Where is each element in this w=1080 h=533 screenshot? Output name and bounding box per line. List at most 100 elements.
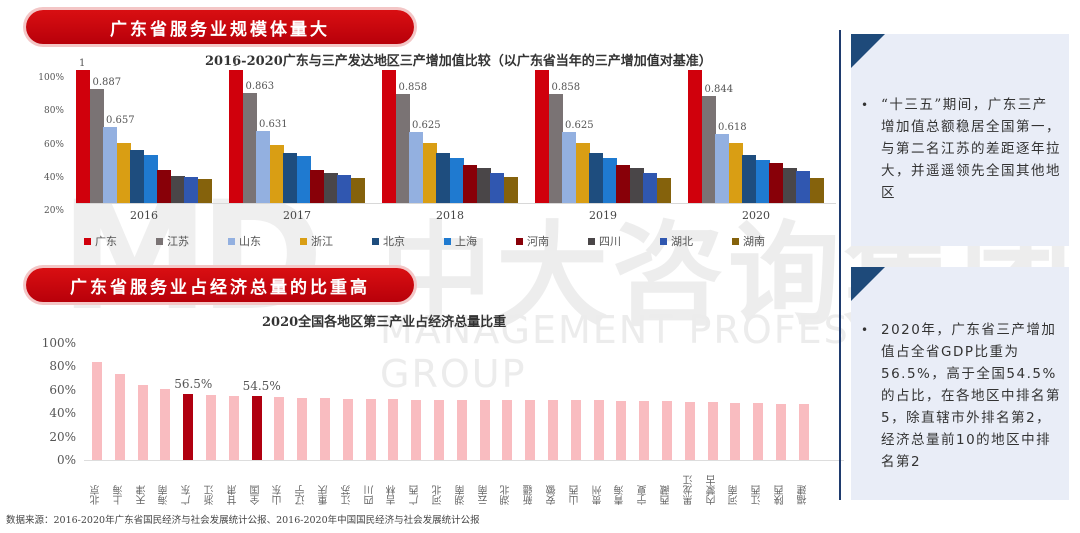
bottom-chart-title: 2020全国各地区第三产业占经济总量比重	[262, 315, 507, 330]
x-label-辽宁: 辽宁	[296, 485, 308, 505]
bar-value-label: 0.858	[398, 81, 428, 93]
bar-陕西	[776, 403, 786, 460]
bar-山东	[274, 397, 285, 460]
x-label-北京: 北京	[91, 485, 102, 505]
bar-江苏	[342, 398, 353, 460]
legend-swatch-icon	[660, 237, 667, 245]
bar-value-label: 1	[385, 58, 392, 69]
bar-value-label: 0.863	[245, 80, 275, 92]
bottom-x-axis-line	[84, 460, 844, 461]
legend-label: 山东	[239, 235, 261, 248]
x-label-吉林: 吉林	[387, 485, 399, 505]
x-label-重庆: 重庆	[319, 485, 330, 505]
x-label-河北: 河北	[433, 485, 444, 505]
top-bar-groups: 1 0.887 0.657 1 0.863 0.631 1 0.858 0.625 1 0.858 0…	[76, 58, 836, 203]
bar-湖南	[656, 178, 671, 203]
bar-江苏	[89, 88, 104, 203]
bar-湖北	[184, 177, 198, 203]
legend-label: 江苏	[167, 235, 189, 248]
year-label: 2018	[436, 209, 464, 222]
bar-广东	[535, 70, 549, 203]
bar-上海	[114, 374, 125, 460]
top-chart-title: 2016-2020广东与三产发达地区三产增加值比较（以广东省当年的三产增加值对基…	[205, 54, 712, 69]
x-label-福建: 福建	[797, 485, 809, 505]
x-label-新疆: 新疆	[524, 485, 536, 505]
x-label-四川: 四川	[364, 485, 376, 505]
bar-浙江	[422, 143, 437, 203]
year-group-2020: 1 0.844 0.618	[688, 58, 824, 203]
x-label-河南: 河南	[729, 485, 741, 505]
year-label: 2020	[742, 209, 770, 222]
x-label-广东: 广东	[182, 485, 194, 505]
bar-北京	[130, 149, 144, 203]
corner-triangle-icon	[851, 34, 885, 68]
data-source-footer: 数据来源：2016-2020年广东省国民经济与社会发展统计公报、2016-202…	[6, 515, 480, 526]
bottom-y-tick: 0%	[56, 453, 76, 467]
bar-辽宁	[297, 397, 308, 460]
bar-四川	[365, 398, 376, 460]
bar-广东	[382, 70, 396, 203]
bar-四川	[629, 168, 644, 203]
bar-四川	[170, 176, 185, 203]
bar-湖北	[490, 173, 504, 203]
bar-四川	[476, 168, 491, 203]
bottom-y-tick: 100%	[41, 336, 76, 350]
legend-label: 河南	[527, 235, 549, 248]
bar-北京	[589, 153, 603, 203]
info-box-1-content: • “十三五”期间，广东三产增加值总额稳居全国第一，与第二名江苏的差距逐年拉大，…	[861, 94, 1061, 204]
legend-swatch-icon	[84, 237, 91, 245]
bottom-y-tick: 80%	[49, 359, 76, 374]
legend-label: 浙江	[311, 235, 333, 248]
bar-value-label: 0.618	[718, 121, 747, 133]
info-box-2-text: 2020年，广东省三产增加值占全省GDP比重为56.5%，高于全国54.5%的占…	[881, 322, 1061, 470]
bar-北京	[436, 153, 450, 203]
bar-浙江	[269, 144, 284, 203]
bar-山东	[562, 132, 576, 203]
bar-江苏	[548, 93, 563, 203]
x-label-江苏: 江苏	[341, 485, 353, 505]
bar-湖南	[350, 178, 365, 203]
bar-山东	[409, 132, 423, 203]
year-label: 2017	[283, 209, 311, 222]
x-label-天津: 天津	[136, 485, 148, 505]
info-box-1-text: “十三五”期间，广东三产增加值总额稳居全国第一，与第二名江苏的差距逐年拉大，并遥…	[881, 97, 1061, 201]
bar-浙江	[206, 394, 216, 460]
legend-item-上海: 上海	[444, 232, 516, 250]
bar-四川	[323, 173, 338, 203]
bar-value-label: 0.625	[565, 120, 594, 132]
legend-swatch-icon	[444, 237, 451, 245]
x-label-贵州: 贵州	[592, 485, 604, 505]
section2-banner: 广东省服务业占经济总量的比重高	[26, 268, 414, 302]
bar-value-label: 0.858	[551, 81, 581, 93]
bar-江西	[753, 403, 764, 460]
bar-广东	[76, 70, 90, 203]
x-label-全国: 全国	[250, 485, 262, 505]
bar-北京	[742, 154, 756, 203]
year-label: 2019	[589, 209, 617, 222]
legend-swatch-icon	[732, 237, 739, 245]
x-label-浙江: 浙江	[205, 485, 216, 505]
bar-广东	[183, 393, 194, 460]
x-label-广西: 广西	[410, 485, 422, 505]
bar-内蒙古	[707, 401, 718, 460]
bullet-icon: •	[861, 323, 870, 337]
year-group-2017: 1 0.863 0.631	[229, 58, 365, 203]
top-x-axis-line	[76, 203, 836, 204]
legend-label: 北京	[383, 235, 405, 248]
bottom-y-tick: 20%	[49, 429, 76, 444]
bar-安徽	[548, 399, 558, 460]
x-label-湖南: 湖南	[455, 485, 467, 505]
bar-北京	[283, 153, 297, 203]
section1-banner: 广东省服务业规模体量大	[26, 10, 414, 44]
x-label-青海: 青海	[615, 485, 627, 505]
x-label-宁夏: 宁夏	[638, 485, 650, 505]
x-label-安徽: 安徽	[547, 485, 558, 505]
legend-swatch-icon	[588, 237, 595, 245]
bar-value-label: 1	[232, 58, 239, 69]
bar-福建	[798, 404, 809, 460]
bar-value-label: 1	[691, 58, 698, 69]
top-y-tick: 80%	[43, 106, 64, 117]
legend-item-湖北: 湖北	[660, 232, 732, 250]
x-label-山西: 山西	[569, 485, 581, 505]
year-group-2019: 1 0.858 0.625	[535, 58, 671, 203]
